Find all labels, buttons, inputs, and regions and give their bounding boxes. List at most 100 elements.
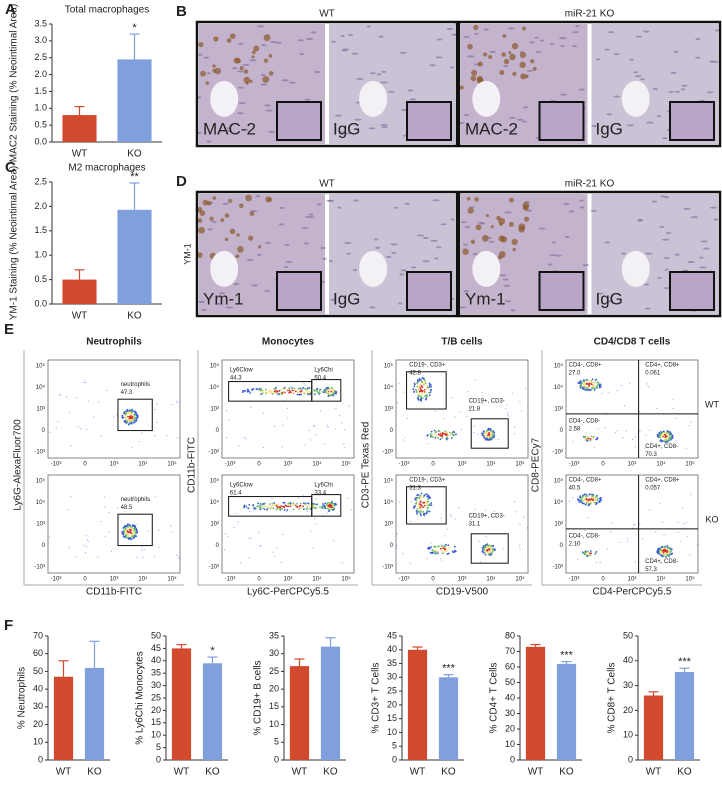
- gate-label: CD4+, CD8-: [645, 559, 678, 565]
- event: [434, 552, 437, 555]
- event: [287, 505, 290, 508]
- event: [587, 550, 589, 553]
- event: [434, 550, 437, 553]
- event: [263, 503, 266, 505]
- event: [324, 506, 327, 508]
- nucleus: [219, 292, 225, 295]
- event: [579, 496, 581, 499]
- nucleus: [563, 203, 570, 206]
- nucleus: [264, 289, 271, 292]
- event: [288, 387, 291, 390]
- event: [86, 539, 88, 541]
- nucleus: [516, 118, 524, 121]
- event: [83, 545, 85, 547]
- gate-value: 31.3: [409, 485, 421, 491]
- nucleus: [483, 28, 490, 31]
- event: [599, 499, 601, 502]
- y-tick-label: 0: [628, 754, 633, 764]
- event: [669, 548, 671, 551]
- event: [250, 537, 252, 540]
- event: [176, 401, 179, 404]
- nucleus: [289, 81, 296, 84]
- event: [588, 388, 590, 391]
- event: [587, 499, 590, 502]
- y-tick-label: 30: [269, 648, 279, 658]
- nucleus: [305, 37, 314, 40]
- event: [585, 379, 588, 381]
- event: [328, 394, 331, 397]
- chart-title: Total macrophages: [65, 5, 150, 16]
- event: [124, 532, 127, 535]
- event: [423, 494, 426, 497]
- y-tick-label: 2.0: [34, 69, 47, 79]
- nucleus: [310, 31, 317, 34]
- nucleus: [422, 236, 429, 239]
- event: [281, 393, 284, 395]
- group-frame: [457, 20, 722, 148]
- panel-letter: A: [5, 1, 16, 18]
- event: [223, 549, 226, 551]
- y-tick-label: 0: [42, 543, 46, 549]
- nucleus: [449, 66, 455, 69]
- nucleus: [265, 109, 273, 112]
- event: [420, 514, 422, 517]
- event: [425, 513, 428, 515]
- nucleus: [345, 132, 352, 135]
- event: [444, 535, 446, 537]
- nucleus: [435, 56, 443, 59]
- event: [434, 545, 437, 548]
- y-tick-label: 0: [216, 543, 220, 549]
- event: [134, 525, 137, 528]
- event: [286, 407, 288, 409]
- y-axis-label: CD8-PECy7: [531, 437, 542, 492]
- group-label: WT: [319, 179, 335, 190]
- gate-label: CD4-, CD8+: [569, 362, 602, 368]
- event: [304, 503, 307, 505]
- stain: [268, 197, 273, 202]
- event: [585, 500, 588, 503]
- event: [125, 536, 128, 539]
- event: [417, 503, 420, 506]
- event: [514, 501, 516, 503]
- nucleus: [451, 33, 458, 36]
- nucleus: [267, 130, 276, 133]
- event: [293, 389, 296, 391]
- event: [409, 562, 411, 564]
- event: [154, 495, 156, 497]
- y-tick-label: 40: [505, 692, 515, 702]
- event: [132, 527, 135, 530]
- stain: [470, 75, 477, 82]
- nucleus: [450, 218, 455, 221]
- event: [396, 533, 398, 535]
- event: [335, 390, 337, 393]
- event: [416, 508, 419, 510]
- event: [330, 501, 333, 503]
- event: [482, 546, 485, 549]
- x-tick-label: WT: [528, 767, 544, 778]
- event: [449, 434, 452, 436]
- nucleus: [668, 90, 675, 93]
- event: [260, 393, 263, 396]
- event: [419, 500, 422, 503]
- nucleus: [464, 226, 471, 229]
- event: [616, 390, 618, 392]
- event: [261, 504, 264, 507]
- event: [255, 388, 258, 390]
- event: [171, 531, 174, 533]
- event: [677, 531, 679, 533]
- event: [430, 502, 433, 505]
- x-tick-label: 10⁴: [656, 576, 666, 583]
- event: [580, 382, 583, 385]
- event: [684, 527, 686, 529]
- event: [398, 382, 400, 384]
- nucleus: [251, 284, 259, 287]
- event: [459, 411, 461, 413]
- event: [176, 554, 178, 557]
- nucleus: [260, 83, 268, 86]
- event: [620, 385, 622, 387]
- nucleus: [242, 63, 250, 66]
- event: [655, 531, 657, 533]
- nucleus: [366, 25, 371, 28]
- nucleus: [436, 246, 442, 249]
- nucleus: [206, 72, 212, 75]
